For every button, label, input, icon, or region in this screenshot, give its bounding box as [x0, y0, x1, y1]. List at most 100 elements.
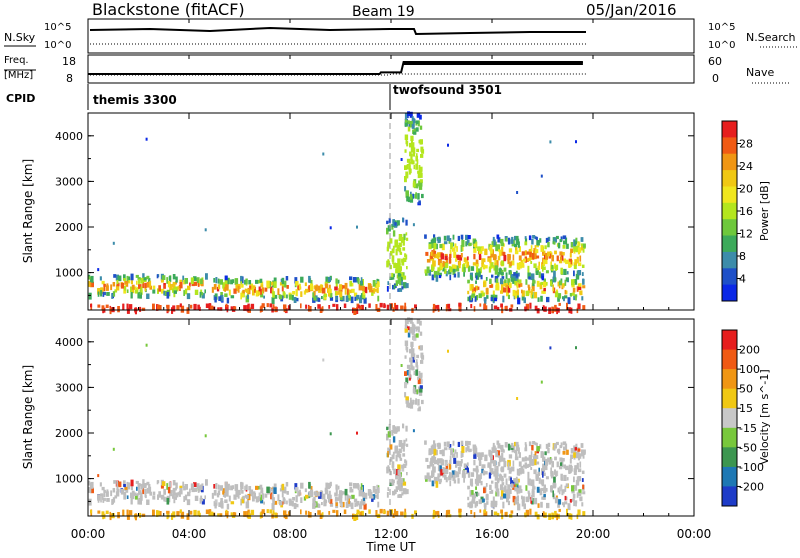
velocity-colorbar-swatch: [722, 427, 737, 448]
power-cell: [247, 303, 250, 309]
power-cell: [496, 285, 500, 291]
power-cell: [118, 275, 122, 282]
velocity-cell: [510, 466, 515, 472]
power-cell: [497, 255, 501, 261]
power-cell: [143, 277, 147, 281]
velocity-cell: [498, 474, 503, 481]
power-cell: [559, 259, 563, 264]
velocity-cell: [484, 511, 488, 516]
power-cell: [575, 259, 578, 264]
power-cell: [300, 303, 302, 309]
power-cell: [444, 262, 449, 269]
velocity-cell: [164, 490, 166, 495]
power-cell: [437, 269, 440, 276]
velocity-cell: [397, 469, 401, 475]
power-cell: [321, 306, 324, 312]
power-cell: [217, 284, 221, 290]
velocity-cell: [228, 495, 231, 502]
power-cell: [451, 264, 456, 272]
power-cell: [130, 286, 132, 293]
velocity-cell: [489, 484, 492, 490]
velocity-cell: [90, 481, 94, 489]
power-cell: [490, 252, 494, 258]
power-cell: [560, 236, 563, 241]
power-cell: [484, 248, 488, 256]
power-cell: [392, 230, 396, 237]
velocity-cell: [570, 454, 573, 459]
power-colorbar-swatch: [722, 268, 737, 286]
power-cell: [418, 185, 423, 190]
power-cell: [421, 193, 424, 199]
velocity-cell: [193, 482, 197, 487]
velocity-cell: [353, 514, 357, 521]
velocity-cell: [433, 443, 437, 450]
velocity-cell: [428, 449, 432, 456]
velocity-cell: [477, 475, 480, 481]
velocity-cell: [130, 498, 133, 505]
velocity-cell: [295, 495, 298, 503]
velocity-cell: [516, 488, 519, 495]
power-cell: [317, 285, 321, 291]
velocity-cell: [516, 501, 519, 505]
power-cell: [500, 272, 504, 276]
velocity-cell: [570, 448, 574, 454]
velocity-cell: [244, 494, 247, 498]
power-y-tick-label: 1000: [55, 267, 83, 280]
velocity-cell: [518, 485, 522, 491]
velocity-cell: [406, 472, 408, 476]
power-cell: [374, 283, 378, 288]
power-cell: [577, 270, 582, 276]
velocity-cell: [90, 487, 94, 494]
power-cell: [325, 276, 329, 283]
velocity-cell: [413, 324, 416, 330]
power-cell: [460, 253, 463, 258]
power-cell: [542, 250, 546, 256]
velocity-cell: [418, 391, 423, 396]
x-tick-label: 12:00: [374, 527, 409, 541]
velocity-y-tick-label: 1000: [55, 473, 83, 486]
power-cell: [463, 257, 467, 262]
power-cell: [111, 293, 114, 299]
velocity-cell: [445, 477, 448, 483]
power-cell: [281, 277, 285, 285]
power-cell: [517, 297, 521, 305]
velocity-cell: [512, 460, 515, 467]
velocity-cell: [535, 455, 539, 460]
power-cell: [415, 163, 419, 170]
velocity-cell: [521, 468, 525, 473]
power-cell: [134, 307, 137, 315]
power-cell: [406, 196, 409, 202]
power-cell: [172, 281, 176, 289]
power-cell: [407, 111, 410, 116]
power-cell: [400, 305, 404, 310]
power-cell: [551, 255, 554, 262]
power-cell: [166, 304, 170, 308]
power-cell: [535, 249, 539, 254]
velocity-cell: [461, 473, 465, 478]
velocity-cell: [386, 466, 390, 472]
velocity-cell: [142, 487, 145, 495]
velocity-cell: [479, 509, 482, 513]
power-cell: [273, 277, 277, 284]
power-cell: [480, 290, 484, 297]
velocity-cell: [197, 489, 200, 493]
velocity-cell: [475, 465, 479, 470]
velocity-cell: [184, 494, 188, 501]
velocity-cell: [320, 491, 324, 498]
velocity-cell: [488, 472, 492, 479]
power-cell: [269, 303, 273, 308]
velocity-cell: [123, 480, 126, 487]
velocity-colorbar-swatch: [722, 408, 737, 429]
power-cell: [467, 290, 470, 295]
velocity-scatter-point: [112, 447, 115, 451]
velocity-cell: [545, 443, 549, 449]
velocity-cell: [500, 448, 504, 453]
power-cell: [525, 279, 528, 285]
velocity-cell: [474, 478, 477, 484]
velocity-cell: [582, 511, 586, 516]
power-cell: [544, 253, 548, 260]
power-cell: [233, 288, 237, 294]
power-cell: [500, 290, 504, 294]
velocity-cell: [494, 500, 498, 506]
